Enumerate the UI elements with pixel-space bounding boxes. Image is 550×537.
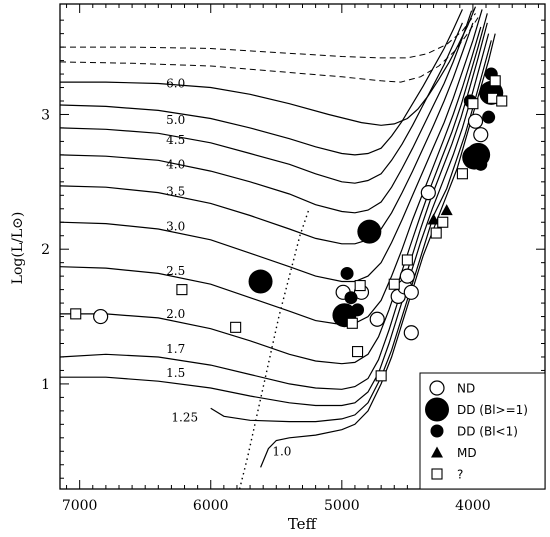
track-label: 6.0	[166, 77, 185, 91]
y-tick-label: 3	[41, 107, 50, 123]
track-label: 4.5	[166, 133, 185, 147]
dashed-tracks	[59, 13, 479, 83]
dotted-line	[238, 208, 310, 490]
track-label: 3.5	[166, 184, 185, 198]
data-point-open-square	[388, 278, 400, 290]
legend-label: DD (Bl>=1)	[457, 403, 528, 417]
legend-entries: ND DD (Bl>=1) DD (Bl<1) MD?	[425, 380, 528, 482]
data-point-open-square	[496, 95, 508, 107]
legend-label: ND	[457, 382, 475, 396]
track-line	[59, 22, 474, 245]
track-line	[59, 26, 482, 326]
track-label: 3.0	[166, 219, 185, 233]
data-point-open-circle	[93, 308, 109, 325]
data-point-filled-circle	[351, 303, 365, 317]
data-point-large-filled-circle	[248, 269, 273, 294]
track-label: 4.0	[166, 157, 185, 171]
data-point-open-square	[437, 216, 449, 228]
track-line	[59, 10, 473, 214]
legend-marker-open-circle	[429, 380, 445, 396]
data-point-open-square	[487, 92, 499, 104]
track-label: 2.5	[166, 264, 185, 278]
y-tick-label: 1	[41, 377, 50, 393]
track-line	[60, 33, 490, 407]
data-point-filled-circle	[344, 291, 358, 305]
legend: ND DD (Bl>=1) DD (Bl<1) MD?	[419, 372, 546, 490]
x-tick-label: 6000	[193, 498, 229, 514]
dashed-track-line	[60, 13, 476, 59]
track-label: 1.5	[166, 366, 185, 380]
data-point-open-square	[401, 254, 413, 266]
track-label: 1.25	[171, 411, 198, 425]
data-point-open-square	[230, 321, 242, 333]
x-tick-label: 5000	[324, 498, 360, 514]
legend-label: ?	[457, 468, 463, 482]
legend-marker-open-square	[431, 468, 443, 480]
x-tick-label: 7000	[62, 498, 98, 514]
track-line	[60, 13, 488, 365]
legend-label: DD (Bl<1)	[457, 425, 518, 439]
track-label: 5.0	[166, 113, 185, 127]
x-axis-label: Teff	[288, 515, 318, 533]
dashed-track-line	[59, 17, 479, 83]
data-point-open-square	[70, 308, 82, 320]
track-label: 2.0	[166, 307, 185, 321]
data-point-open-square	[375, 370, 387, 382]
dotted-line-path	[238, 208, 310, 490]
data-point-open-circle	[403, 284, 419, 300]
data-point-open-square	[456, 168, 468, 180]
data-point-open-square	[352, 346, 364, 358]
track-line	[59, 9, 483, 283]
x-axis: 7000 6000 5000 4000	[62, 4, 539, 514]
x-tick-label: 4000	[455, 498, 491, 514]
track-label: 1.0	[272, 444, 291, 458]
data-points	[70, 67, 508, 382]
data-point-large-filled-circle	[357, 219, 382, 244]
data-point-filled-triangle	[427, 213, 440, 225]
data-point-open-circle	[369, 311, 385, 327]
legend-marker-filled-triangle	[431, 446, 443, 458]
y-axis-label: Log(L/L⊙)	[10, 212, 26, 285]
track-line	[59, 9, 463, 156]
legend-marker-large-filled-circle	[425, 397, 449, 422]
track-line	[59, 22, 488, 390]
track-label: 1.7	[166, 342, 185, 356]
data-point-filled-circle	[474, 157, 488, 171]
track-line	[59, 22, 463, 184]
legend-label: MD	[457, 446, 477, 460]
data-point-open-square	[354, 280, 366, 292]
data-point-open-circle	[473, 127, 489, 143]
data-point-filled-triangle	[440, 204, 453, 216]
data-point-filled-circle	[482, 110, 496, 124]
data-point-open-circle	[403, 325, 419, 341]
y-tick-label: 2	[41, 242, 50, 258]
data-point-open-square	[489, 75, 501, 87]
data-point-open-circle	[467, 113, 484, 129]
data-point-open-square	[430, 227, 442, 239]
data-point-open-square	[176, 284, 188, 296]
legend-marker-filled-circle	[430, 424, 444, 438]
data-point-open-circle	[399, 268, 415, 284]
track-line	[60, 6, 477, 126]
data-point-open-square	[346, 317, 358, 329]
data-point-filled-circle	[340, 266, 354, 280]
track-line	[210, 40, 492, 423]
data-point-open-square	[467, 98, 479, 110]
data-point-open-circle	[420, 185, 436, 201]
track-mass-labels: 1.0 1.25 1.5 1.7 2.0 2.5 3.0 3.5 4.0 4.5 5.0 6.0	[166, 77, 291, 459]
